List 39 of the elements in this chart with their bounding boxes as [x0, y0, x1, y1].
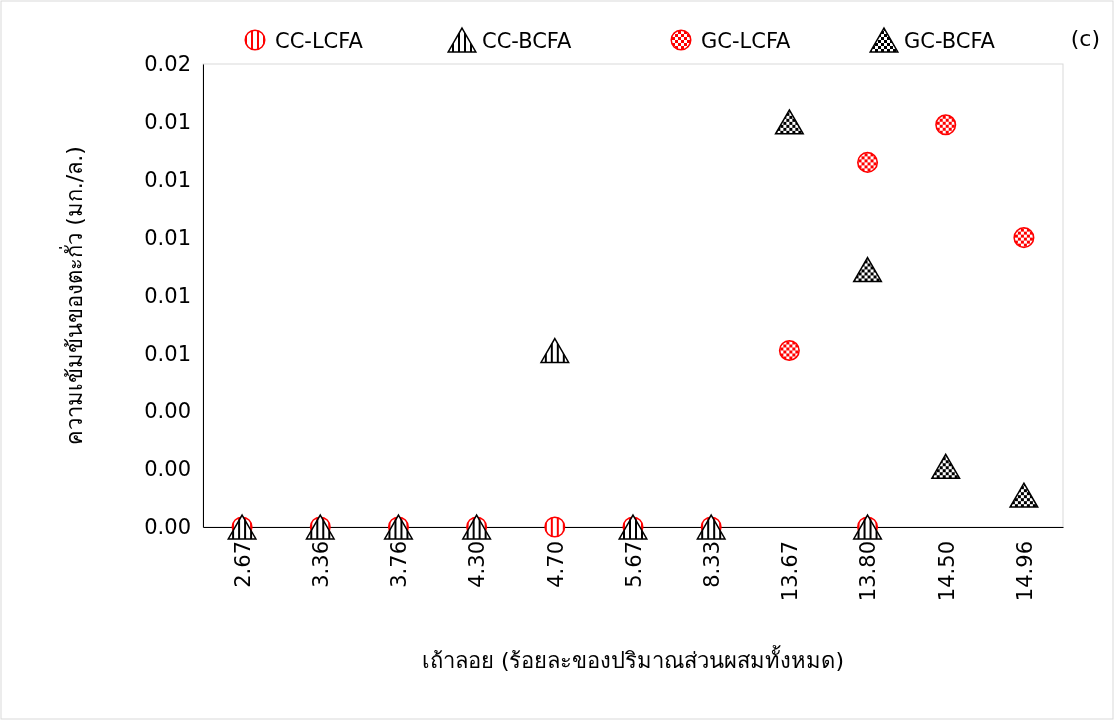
point: [1013, 227, 1035, 249]
text: (c): [1070, 26, 1100, 51]
x-tick-label: 3.76: [387, 541, 412, 588]
x-tick-label: 14.50: [934, 541, 959, 602]
point: [931, 453, 961, 479]
x-tick-label: 14.96: [1012, 541, 1037, 602]
point: [857, 151, 879, 173]
x-tick-label: 8.33: [700, 541, 725, 588]
legend-label: CC-LCFA: [275, 29, 364, 53]
legend-label: CC-BCFA: [482, 29, 573, 53]
y-tick-label: 0.01: [144, 283, 191, 308]
x-tick-label: 5.67: [621, 541, 646, 588]
y-tick-label: 0.01: [144, 341, 191, 366]
legend-label: GC-LCFA: [701, 29, 792, 53]
y-tick-label: 0.01: [144, 225, 191, 250]
y-tick-label: 0.01: [144, 110, 191, 135]
point: [1009, 482, 1039, 508]
point: [778, 339, 800, 361]
x-tick-label: 2.67: [230, 541, 255, 588]
point: [852, 256, 883, 283]
x-axis-title: เถ้าลอย (ร้อยละของปริมาณส่วนผสมทั้งหมด): [421, 645, 845, 673]
x-tick-label: 13.80: [856, 541, 881, 602]
y-axis-title: ความเข้มข้นของตะกั่ว (มก./ล.): [59, 146, 87, 445]
y-tick-label: 0.00: [144, 457, 191, 482]
y-tick-label: 0.00: [144, 515, 191, 540]
point: [540, 337, 570, 364]
point: [383, 514, 414, 540]
x-tick-label: 3.36: [309, 541, 334, 588]
x-tick-label: 4.30: [465, 541, 490, 588]
point: [544, 516, 566, 538]
y-tick-label: 0.01: [144, 167, 191, 192]
point: [774, 109, 804, 135]
y-tick-label: 0.00: [144, 399, 191, 424]
point: [935, 114, 957, 136]
point: [852, 514, 883, 540]
x-tick-label: 4.70: [543, 541, 568, 588]
x-tick-label: 13.67: [778, 541, 803, 602]
y-tick-label: 0.02: [144, 52, 191, 77]
legend-label: GC-BCFA: [904, 29, 996, 53]
